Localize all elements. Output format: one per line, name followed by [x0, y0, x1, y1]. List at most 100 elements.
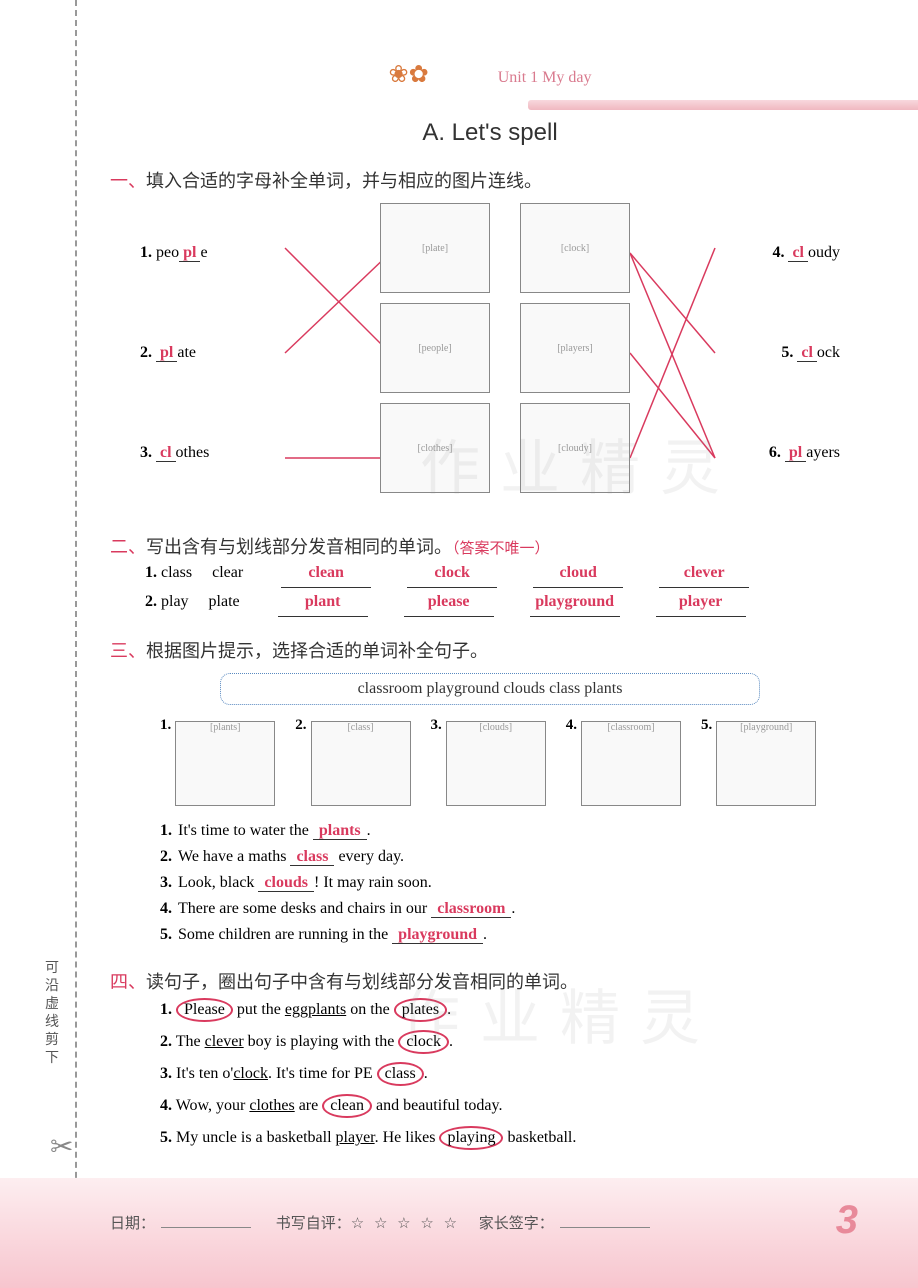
cut-dashed-line — [75, 0, 77, 1288]
picture-box: [clock] — [520, 203, 630, 293]
pic-row: [people] [players] — [365, 303, 645, 393]
ex3-sentences: 1.It's time to water the plants.2.We hav… — [110, 818, 870, 948]
ex4-lines: 1. Please put the eggplants on the plate… — [110, 994, 870, 1154]
footer-date-label: 日期： — [110, 1216, 155, 1232]
ex1-pic-grid: [plate] [clock] [people] [players] [clothes]… — [365, 203, 645, 503]
section-2: 二、写出含有与划线部分发音相同的单词。（答案不唯一） 1. classclear… — [110, 533, 870, 617]
footer-date-blank[interactable] — [161, 1227, 251, 1228]
word-item: 5. clock — [781, 344, 840, 362]
underlined-word: player — [336, 1129, 375, 1146]
flower-icon: ❀✿ — [389, 60, 429, 89]
circled-word: plates — [394, 998, 447, 1022]
page-content: ❀✿ Unit 1 My day A. Let's spell 一、填入合适的字… — [80, 0, 900, 1288]
footer-self-label: 书写自评： — [276, 1216, 351, 1232]
word-item: 2. plate — [140, 344, 196, 362]
answer-blank[interactable]: player — [656, 588, 746, 617]
word-row: 2. plate — [140, 303, 360, 403]
section-4-text: 读句子，圈出句子中含有与划线部分发音相同的单词。 — [146, 972, 578, 992]
section-2-label: 二、写出含有与划线部分发音相同的单词。（答案不唯一） — [110, 533, 870, 559]
section-1: 一、填入合适的字母补全单词，并与相应的图片连线。 1. people 2. pla… — [110, 167, 870, 513]
cut-note: 可沿虚线剪下 — [45, 960, 65, 1068]
ex4-line: 2. The clever boy is playing with the cl… — [160, 1026, 870, 1058]
unit-label: Unit 1 My day — [498, 69, 592, 87]
section-4: 四、读句子，圈出句子中含有与划线部分发音相同的单词。 1. Please put… — [110, 968, 870, 1154]
ex2-line: 2. playplateplantpleaseplaygroundplayer — [145, 588, 870, 617]
picture-box: [class] — [311, 721, 411, 806]
ex3-pic: 1.[plants] — [160, 717, 275, 806]
sentence-line: 1.It's time to water the plants. — [160, 818, 870, 844]
ex3-pic: 4.[classroom] — [566, 717, 681, 806]
answer-blank[interactable]: class — [290, 848, 334, 866]
section-4-num: 四、 — [110, 972, 146, 992]
section-3-text: 根据图片提示，选择合适的单词补全句子。 — [146, 641, 488, 661]
picture-box: [players] — [520, 303, 630, 393]
sentence-line: 2.We have a maths class every day. — [160, 844, 870, 870]
footer-stars[interactable]: ☆ ☆ ☆ ☆ ☆ — [351, 1216, 460, 1232]
picture-box: [plate] — [380, 203, 490, 293]
sentence-line: 5.Some children are running in the playg… — [160, 922, 870, 948]
picture-box: [playground] — [716, 721, 816, 806]
pic-row: [clothes][cloudy] — [365, 403, 645, 493]
footer-content: 日期： 书写自评：☆ ☆ ☆ ☆ ☆ 家长签字： — [110, 1212, 810, 1233]
answer-blank[interactable]: playground — [530, 588, 620, 617]
section-3: 三、根据图片提示，选择合适的单词补全句子。 classroom playgrou… — [110, 637, 870, 948]
word-row: 3. clothes — [140, 403, 360, 503]
ex3-pic: 3.[clouds] — [431, 717, 546, 806]
word-bank: classroom playground clouds class plants — [220, 673, 760, 705]
answer-blank[interactable]: please — [404, 588, 494, 617]
answer-blank[interactable]: clouds — [258, 874, 314, 892]
word-item: 6. players — [769, 444, 840, 462]
answer-blank[interactable]: classroom — [431, 900, 511, 918]
answer-blank[interactable]: cloud — [533, 559, 623, 588]
ex1-left-col: 1. people 2. plate 3. clothes — [140, 203, 360, 503]
ex3-pics: 1.[plants]2.[class]3.[clouds]4.[classroo… — [160, 717, 870, 806]
circled-word: Please — [176, 998, 233, 1022]
section-2-hint: （答案不唯一） — [452, 540, 550, 557]
answer-blank[interactable]: clever — [659, 559, 749, 588]
ex4-line: 1. Please put the eggplants on the plate… — [160, 994, 870, 1026]
section-3-num: 三、 — [110, 641, 146, 661]
ex3-pic: 5.[playground] — [701, 717, 816, 806]
circled-word: clock — [398, 1030, 449, 1054]
picture-box: [people] — [380, 303, 490, 393]
circled-word: class — [377, 1062, 424, 1086]
ex1-container: 1. people 2. plate 3. clothes [plate] [cloc… — [110, 203, 870, 513]
ex4-line: 5. My uncle is a basketball player. He l… — [160, 1122, 870, 1154]
word-row: 1. people — [140, 203, 360, 303]
word-item: 1. people — [140, 244, 208, 262]
ex4-line: 4. Wow, your clothes are clean and beaut… — [160, 1090, 870, 1122]
page-title: A. Let's spell — [110, 119, 870, 147]
footer-parent-blank[interactable] — [560, 1227, 650, 1228]
word-item: 3. clothes — [140, 444, 209, 462]
answer-blank[interactable]: plant — [278, 588, 368, 617]
page-number: 3 — [836, 1198, 858, 1243]
picture-box: [plants] — [175, 721, 275, 806]
scissors-icon: ✂ — [50, 1130, 73, 1164]
footer-parent-label: 家长签字： — [479, 1216, 554, 1232]
ex2-line: 1. classclearcleanclockcloudclever — [145, 559, 870, 588]
section-1-label: 一、填入合适的字母补全单词，并与相应的图片连线。 — [110, 167, 870, 193]
word-row: 4. cloudy — [620, 203, 840, 303]
ex3-pic: 2.[class] — [295, 717, 410, 806]
section-3-label: 三、根据图片提示，选择合适的单词补全句子。 — [110, 637, 870, 663]
picture-box: [classroom] — [581, 721, 681, 806]
section-4-label: 四、读句子，圈出句子中含有与划线部分发音相同的单词。 — [110, 968, 870, 994]
section-1-num: 一、 — [110, 171, 146, 191]
pic-row: [plate] [clock] — [365, 203, 645, 293]
answer-blank[interactable]: plants — [313, 822, 367, 840]
answer-blank[interactable]: playground — [392, 926, 483, 944]
section-2-num: 二、 — [110, 537, 146, 557]
picture-box: [clouds] — [446, 721, 546, 806]
circled-word: clean — [322, 1094, 372, 1118]
sentence-line: 4.There are some desks and chairs in our… — [160, 896, 870, 922]
underlined-word: clothes — [249, 1097, 294, 1114]
section-2-text: 写出含有与划线部分发音相同的单词。 — [146, 537, 452, 557]
underlined-word: eggplants — [285, 1001, 346, 1018]
word-row: 6. players — [620, 403, 840, 503]
word-row: 5. clock — [620, 303, 840, 403]
answer-blank[interactable]: clock — [407, 559, 497, 588]
picture-box: [clothes] — [380, 403, 490, 493]
page-header: ❀✿ Unit 1 My day A. Let's spell — [110, 60, 870, 147]
answer-blank[interactable]: clean — [281, 559, 371, 588]
footer-bar — [0, 1178, 918, 1288]
